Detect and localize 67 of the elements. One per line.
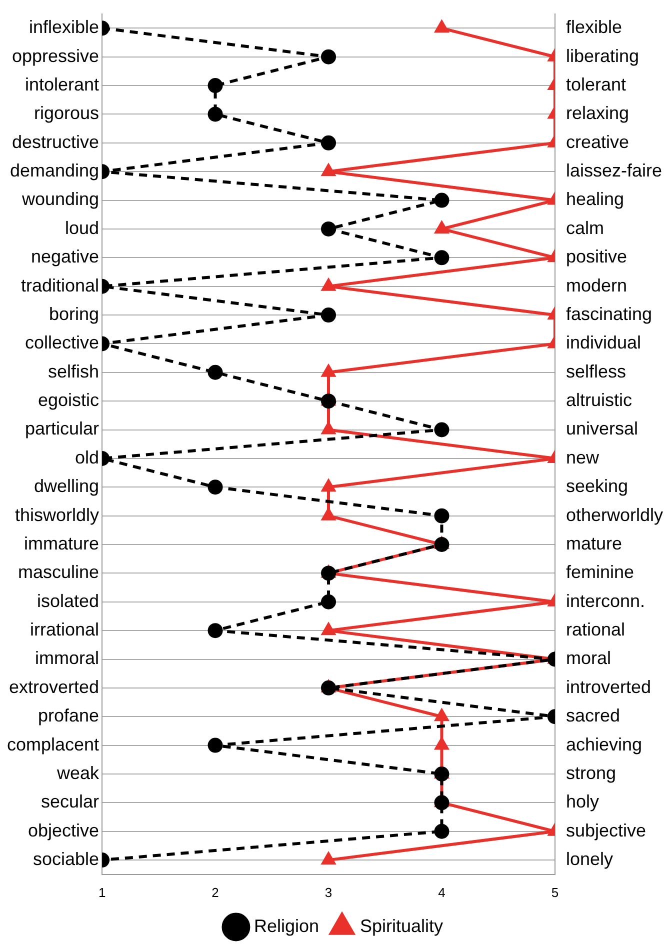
- y-tick-label: secular: [41, 792, 100, 812]
- y-tick-label: extroverted: [9, 676, 100, 697]
- x-tick-label: 2: [212, 884, 219, 900]
- y-tick-label: old: [75, 447, 100, 468]
- y2-tick-label: creative: [566, 132, 629, 152]
- y-tick-label: dwelling: [34, 476, 100, 496]
- x-tick-label: 4: [438, 884, 446, 900]
- y-tick-label: collective: [25, 332, 100, 353]
- y-tick-label: intolerant: [24, 74, 100, 94]
- y2-tick-label: interconn.: [566, 590, 646, 611]
- y2-tick-label: new: [566, 447, 600, 468]
- y-tick-label: negative: [30, 246, 100, 267]
- y-tick-label: oppressive: [12, 46, 100, 66]
- y-tick-label: demanding: [10, 160, 100, 181]
- y2-tick-label: seeking: [566, 476, 628, 496]
- y2-tick-label: laissez-faire: [566, 160, 662, 181]
- y2-tick-label: achieving: [566, 734, 642, 754]
- y-tick-label: immature: [24, 533, 100, 554]
- y-tick-label: thisworldly: [15, 504, 100, 525]
- legend-label: Religion: [254, 916, 320, 936]
- x-tick-label: 3: [324, 884, 332, 900]
- y-tick-label: rigorous: [34, 103, 100, 124]
- y-tick-label: destructive: [12, 132, 100, 152]
- y-tick-label: weak: [56, 762, 100, 783]
- y-tick-label: profane: [38, 706, 100, 726]
- y2-tick-label: healing: [566, 189, 624, 210]
- y2-tick-label: calm: [566, 218, 604, 238]
- y2-tick-label: strong: [566, 762, 616, 783]
- y2-tick-label: flexible: [566, 17, 622, 38]
- y2-tick-label: rational: [566, 620, 626, 640]
- y-tick-label: masculine: [18, 562, 100, 582]
- y-tick-label: objective: [28, 820, 100, 840]
- y-tick-label: egoistic: [38, 390, 100, 410]
- y-tick-label: traditional: [21, 275, 100, 296]
- y2-tick-label: subjective: [566, 820, 646, 840]
- y-tick-label: wounding: [20, 189, 100, 210]
- x-tick-label: 1: [98, 884, 106, 900]
- y-tick-label: selfish: [48, 361, 100, 382]
- y2-tick-label: feminine: [566, 562, 634, 582]
- y2-tick-label: universal: [566, 418, 638, 439]
- y2-tick-label: modern: [566, 275, 627, 296]
- y2-tick-label: otherworldly: [566, 504, 664, 525]
- y2-tick-label: liberating: [566, 46, 640, 66]
- y-tick-label: inflexible: [29, 17, 100, 38]
- y-tick-label: sociable: [33, 849, 100, 870]
- y2-tick-label: fascinating: [566, 304, 652, 324]
- y-tick-label: irrational: [30, 620, 100, 640]
- legend-label: Spirituality: [360, 916, 444, 936]
- y2-tick-label: individual: [566, 332, 642, 353]
- y2-tick-label: tolerant: [566, 74, 626, 94]
- y2-tick-label: holy: [566, 792, 599, 812]
- y2-tick-label: altruistic: [566, 390, 632, 410]
- y2-tick-label: lonely: [566, 849, 613, 870]
- y2-tick-label: introverted: [566, 676, 652, 697]
- y2-tick-label: sacred: [566, 706, 620, 726]
- y2-tick-label: moral: [566, 648, 611, 668]
- y2-tick-label: relaxing: [566, 103, 630, 124]
- y-tick-label: immoral: [35, 648, 100, 668]
- y-tick-label: complacent: [6, 734, 100, 754]
- y2-tick-label: selfless: [566, 361, 626, 382]
- y-tick-label: particular: [25, 418, 100, 439]
- y-tick-label: isolated: [37, 590, 100, 611]
- y-tick-label: loud: [65, 218, 100, 238]
- y2-tick-label: positive: [566, 246, 627, 267]
- y2-tick-label: mature: [566, 533, 622, 554]
- y-tick-label: boring: [49, 304, 100, 324]
- x-tick-label: 5: [551, 884, 559, 900]
